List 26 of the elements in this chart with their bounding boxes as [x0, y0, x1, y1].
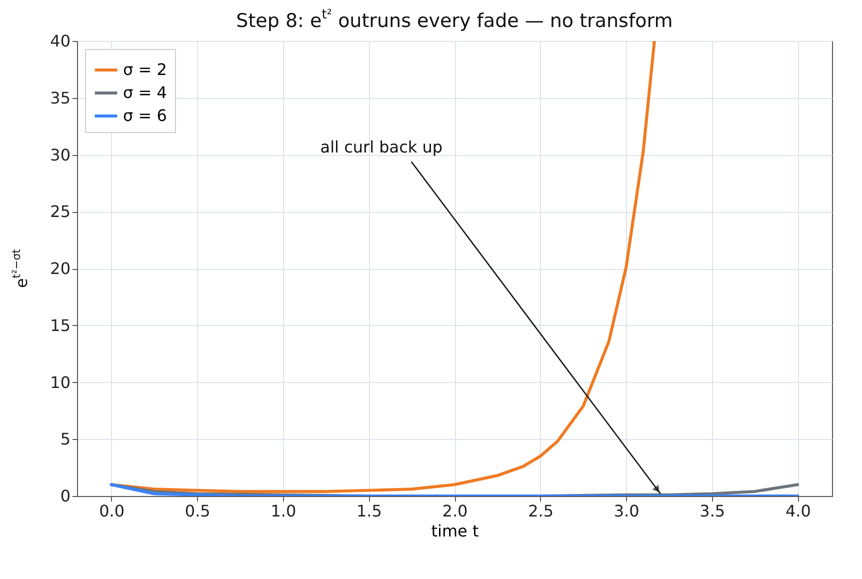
- y-tick-label: 40: [50, 32, 70, 50]
- line-series: [110, 41, 656, 493]
- y-tick-label: 30: [50, 145, 70, 164]
- y-tick-label: 35: [50, 88, 70, 108]
- legend-label: σ = 2: [123, 60, 167, 79]
- x-tick-label: 3.0: [614, 502, 640, 520]
- x-tick-label: 2.0: [442, 502, 468, 520]
- x-tick-label: 4.0: [785, 502, 811, 520]
- legend-label: σ = 4: [123, 83, 167, 102]
- y-axis-title: et²−σt: [10, 248, 31, 288]
- annotation: all curl back up: [320, 138, 443, 157]
- y-tick-label: 15: [50, 316, 70, 335]
- x-tick-label: 0.5: [184, 502, 210, 520]
- y-tick-label: 10: [50, 372, 70, 392]
- y-tick-label: 20: [50, 259, 70, 278]
- x-tick-label: 2.5: [528, 502, 554, 520]
- y-tick-label: 25: [50, 202, 70, 222]
- x-axis-title: time t: [431, 522, 479, 540]
- y-tick-label: 0: [60, 486, 70, 506]
- x-tick-label: 1.5: [356, 502, 382, 520]
- x-tick-label: 1.0: [270, 502, 296, 520]
- x-tick-label: 3.5: [700, 502, 726, 520]
- y-tick-label: 5: [60, 430, 70, 449]
- legend-label: σ = 6: [123, 106, 167, 125]
- x-tick-label: 0.0: [99, 502, 125, 520]
- line-series: [110, 483, 800, 496]
